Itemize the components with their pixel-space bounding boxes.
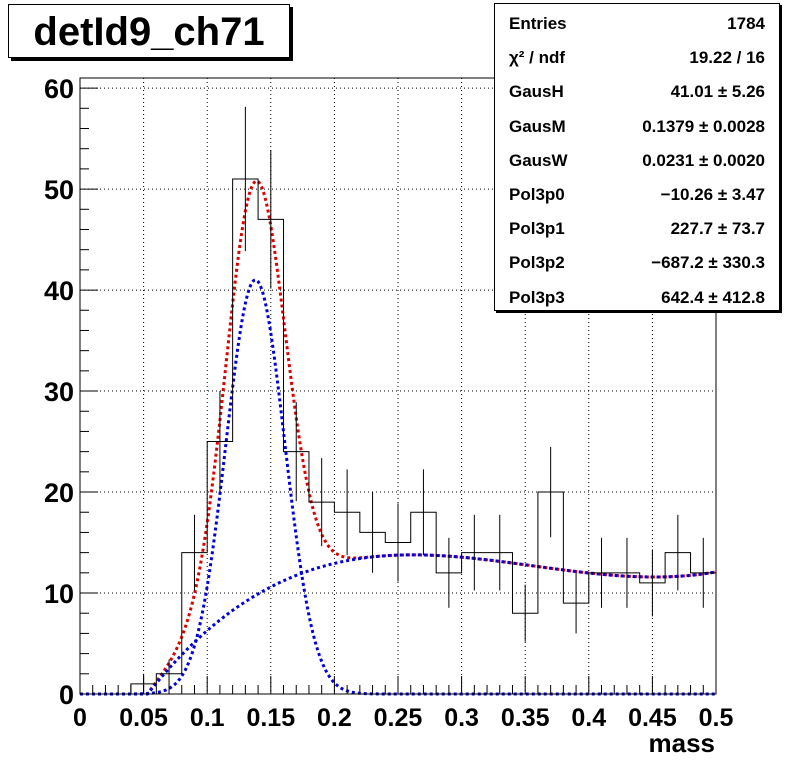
histogram-outline [80, 178, 717, 695]
x-axis-label: mass [649, 728, 716, 758]
y-tick-label: 20 [44, 478, 74, 508]
stats-value: 227.7 ± 73.7 [670, 219, 765, 239]
x-tick-label: 0.2 [317, 704, 352, 732]
x-tick-label: 0.3 [444, 704, 479, 732]
title-box: detId9_ch71 [8, 4, 290, 58]
y-tick-label: 60 [44, 74, 74, 104]
stats-row: Entries 1784 [495, 7, 779, 41]
stats-key: Entries [509, 14, 567, 33]
x-tick-label: 0 [73, 704, 87, 732]
stats-key: Pol3p1 [509, 219, 565, 239]
x-tick-label: 0.5 [699, 704, 734, 732]
stats-row: Pol3p3 642.4 ± 412.8 [495, 281, 779, 315]
stats-key: Pol3p3 [509, 287, 565, 307]
chart-title: detId9_ch71 [33, 10, 265, 54]
axis-tick-labels: 0 0.05 0.1 0.15 0.2 0.25 0.3 0.35 0.4 0.45 0.5 0 10 2… [44, 74, 734, 732]
y-tick-label: 10 [44, 579, 74, 609]
stats-value: 1784 [727, 14, 765, 33]
stats-row: GausH 41.01 ± 5.26 [495, 75, 779, 109]
stats-key: Pol3p2 [509, 253, 565, 273]
y-tick-label: 30 [44, 377, 74, 407]
stats-value: 41.01 ± 5.26 [670, 82, 765, 102]
stats-row: GausW 0.0231 ± 0.0020 [495, 144, 779, 178]
stats-row: Pol3p1 227.7 ± 73.7 [495, 212, 779, 246]
grid-lines [80, 78, 716, 694]
stats-value: 0.0231 ± 0.0020 [642, 150, 765, 170]
x-tick-label: 0.15 [246, 704, 295, 732]
stats-row: χ² / ndf 19.22 / 16 [495, 41, 779, 75]
x-tick-label: 0.1 [190, 704, 225, 732]
stats-value: 0.1379 ± 0.0028 [642, 116, 765, 136]
stats-key: GausM [509, 116, 566, 136]
x-tick-label: 0.25 [374, 704, 423, 732]
stats-key: χ² / ndf [509, 48, 566, 68]
x-tick-label: 0.4 [571, 704, 606, 732]
x-tick-label: 0.45 [628, 704, 677, 732]
x-tick-label: 0.05 [119, 704, 168, 732]
stats-value: 19.22 / 16 [689, 48, 765, 68]
fit-curve-pol3 [80, 553, 717, 696]
y-tick-label: 40 [44, 276, 74, 306]
histogram-bins [80, 106, 717, 695]
stats-row: Pol3p0 −10.26 ± 3.47 [495, 178, 779, 212]
stats-key: Pol3p0 [509, 185, 565, 204]
y-tick-label: 50 [44, 175, 74, 205]
y-tick-label: 0 [59, 680, 74, 710]
axis-ticks [79, 87, 717, 695]
stats-value: −687.2 ± 330.3 [651, 253, 765, 273]
x-tick-label: 0.35 [501, 704, 550, 732]
fit-statistics-box: Entries 1784 χ² / ndf 19.22 / 16 GausH 41.01 … [494, 3, 780, 311]
stats-value: 642.4 ± 412.8 [661, 287, 765, 307]
stats-row: GausM 0.1379 ± 0.0028 [495, 110, 779, 144]
stats-key: GausH [509, 82, 564, 102]
stats-value: −10.26 ± 3.47 [660, 185, 765, 204]
stats-row: Pol3p2 −687.2 ± 330.3 [495, 246, 779, 280]
stats-key: GausW [509, 150, 568, 170]
